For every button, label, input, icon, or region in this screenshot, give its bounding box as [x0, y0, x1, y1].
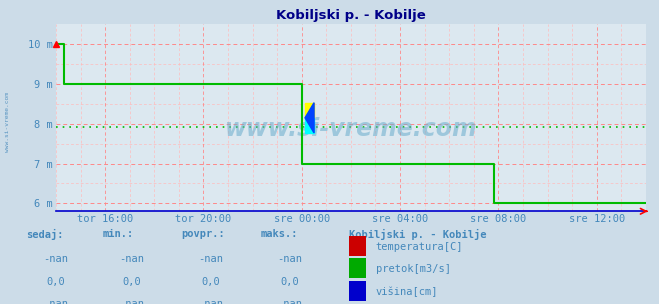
Bar	[305, 118, 314, 133]
Bar	[305, 103, 314, 118]
Bar	[349, 258, 366, 278]
Title: Kobiljski p. - Kobilje: Kobiljski p. - Kobilje	[276, 9, 426, 22]
Text: povpr.:: povpr.:	[181, 229, 225, 239]
Text: www.si-vreme.com: www.si-vreme.com	[5, 92, 11, 152]
Text: min.:: min.:	[102, 229, 133, 239]
Text: maks.:: maks.:	[260, 229, 298, 239]
Text: 0,0: 0,0	[281, 277, 299, 287]
Text: -nan: -nan	[119, 299, 144, 304]
Text: temperatura[C]: temperatura[C]	[376, 242, 463, 251]
Polygon shape	[305, 103, 314, 133]
Text: -nan: -nan	[198, 299, 223, 304]
Text: -nan: -nan	[43, 299, 69, 304]
Text: -nan: -nan	[277, 254, 302, 264]
Text: www.si-vreme.com: www.si-vreme.com	[225, 117, 477, 141]
Bar	[349, 236, 366, 256]
Text: -nan: -nan	[43, 254, 69, 264]
Text: Kobiljski p. - Kobilje: Kobiljski p. - Kobilje	[349, 229, 487, 240]
Text: 0,0: 0,0	[47, 277, 65, 287]
Text: -nan: -nan	[198, 254, 223, 264]
Text: višina[cm]: višina[cm]	[376, 287, 438, 297]
Bar	[349, 281, 366, 301]
Text: pretok[m3/s]: pretok[m3/s]	[376, 264, 451, 274]
Text: sedaj:: sedaj:	[26, 229, 64, 240]
Text: 0,0: 0,0	[123, 277, 141, 287]
Text: 0,0: 0,0	[202, 277, 220, 287]
Text: -nan: -nan	[119, 254, 144, 264]
Text: -nan: -nan	[277, 299, 302, 304]
